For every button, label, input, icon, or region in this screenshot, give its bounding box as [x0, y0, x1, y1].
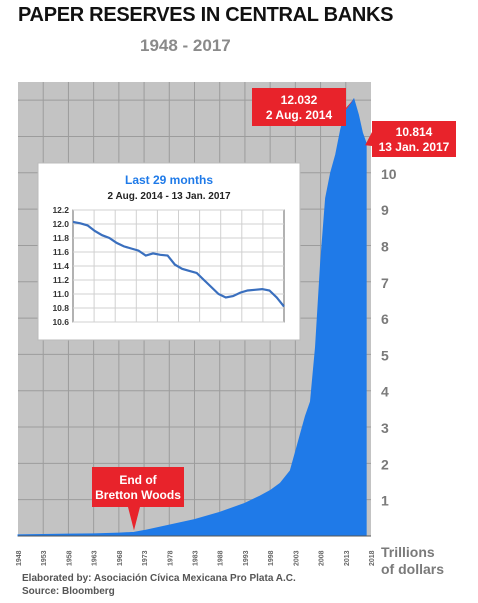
inset-subtitle: 2 Aug. 2014 - 13 Jan. 2017: [107, 191, 230, 202]
inset-y-tick-label: 11.0: [53, 289, 69, 299]
y-axis-label-line1: Trillions: [381, 544, 435, 560]
y-tick-label: 2: [381, 456, 389, 472]
y-tick-label: 5: [381, 347, 389, 363]
x-tick-label: 1968: [117, 550, 124, 566]
y-axis-label-line2: of dollars: [381, 561, 444, 577]
x-tick-label: 2013: [344, 550, 351, 566]
inset-series-line: [72, 220, 285, 308]
x-tick-label: 1983: [193, 550, 200, 566]
source-note: Source: Bloomberg: [22, 586, 115, 597]
x-tick-label: 1988: [218, 550, 225, 566]
bretton-woods-callout-box: [92, 467, 184, 507]
y-tick-label: 1: [381, 493, 389, 509]
x-tick-label: 1948: [16, 550, 23, 566]
y-tick-label: 8: [381, 238, 389, 254]
peak-callout-sublabel: 2 Aug. 2014: [266, 108, 333, 122]
page-subtitle: 1948 - 2017: [140, 36, 231, 55]
x-tick-label: 2018: [369, 550, 376, 566]
inset-title: Last 29 months: [125, 173, 213, 187]
y-tick-label: 7: [381, 275, 389, 291]
y-tick-label: 9: [381, 202, 389, 218]
x-tick-label: 2008: [319, 550, 326, 566]
x-tick-label: 1963: [92, 550, 99, 566]
inset-y-tick-label: 11.2: [53, 275, 69, 285]
x-tick-label: 1993: [243, 550, 250, 566]
elaborated-by-note: Elaborated by: Asociación Cívica Mexican…: [22, 573, 296, 584]
peak-callout-label: 12.032: [281, 93, 318, 107]
x-tick-label: 1953: [41, 550, 48, 566]
peak-callout-box: [252, 88, 346, 126]
latest-callout-label: 10.814: [396, 125, 433, 139]
inset-y-tick-label: 12.2: [52, 205, 69, 215]
x-tick-label: 1958: [66, 550, 73, 566]
peak-callout-pointer: [330, 98, 354, 126]
x-tick-label: 1973: [142, 550, 149, 566]
y-tick-label: 3: [381, 420, 389, 436]
latest-callout-pointer: [365, 132, 372, 146]
x-tick-label: 1998: [268, 550, 275, 566]
inset-y-tick-label: 12.0: [52, 219, 69, 229]
bretton-woods-callout-pointer: [127, 507, 140, 531]
y-tick-label: 4: [381, 384, 389, 400]
bretton-woods-callout-label: End of: [119, 473, 157, 487]
inset-y-tick-label: 11.8: [53, 233, 69, 243]
inset-y-tick-label: 10.8: [52, 303, 69, 313]
inset-y-tick-label: 11.6: [53, 247, 69, 257]
y-tick-label: 6: [381, 311, 389, 327]
series-area: [17, 97, 367, 537]
x-tick-label: 1978: [167, 550, 174, 566]
latest-callout-sublabel: 13 Jan. 2017: [379, 140, 450, 154]
bretton-woods-callout-sublabel: Bretton Woods: [95, 488, 181, 502]
inset-y-tick-label: 11.4: [53, 261, 69, 271]
latest-callout-box: [372, 121, 456, 157]
inset-y-tick-label: 10.6: [52, 317, 69, 327]
x-tick-label: 2003: [293, 550, 300, 566]
y-tick-label: 10: [381, 166, 397, 182]
page-title: PAPER RESERVES IN CENTRAL BANKS: [18, 4, 394, 26]
